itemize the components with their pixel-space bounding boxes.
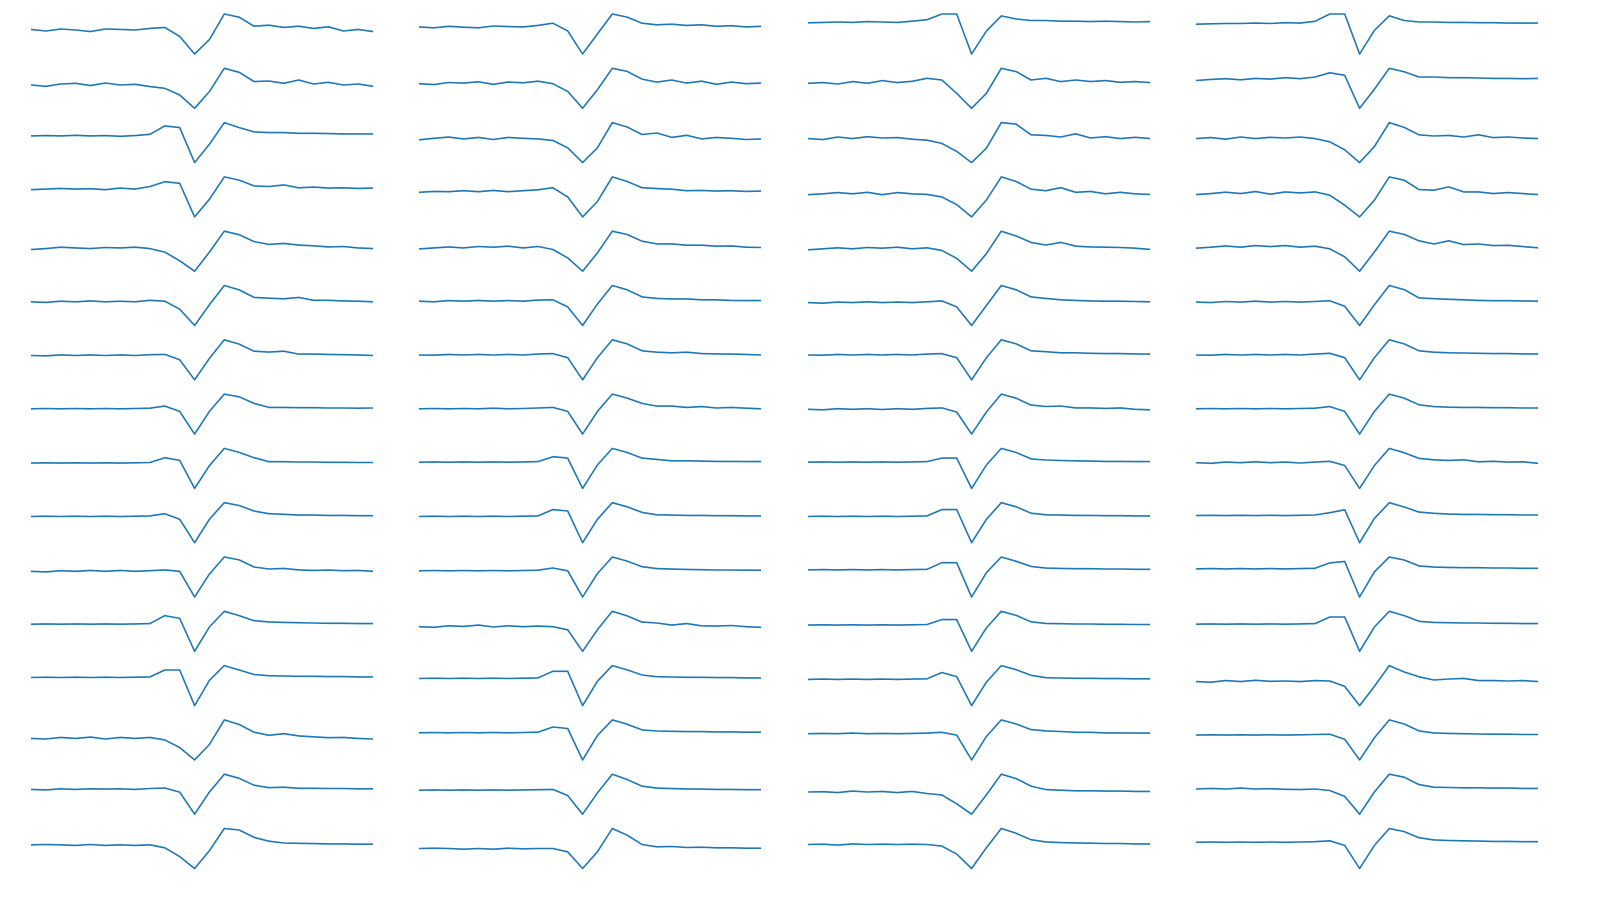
waveform <box>418 13 762 55</box>
waveform <box>1195 284 1539 327</box>
waveform <box>30 447 373 490</box>
waveform <box>1195 338 1538 381</box>
waveform <box>30 121 373 164</box>
waveform <box>418 447 761 490</box>
waveform <box>807 447 1150 490</box>
waveform <box>418 556 761 598</box>
waveform <box>418 67 762 110</box>
waveform <box>418 773 761 816</box>
waveform <box>30 719 374 761</box>
waveform <box>30 284 374 327</box>
waveform <box>807 284 1151 327</box>
waveform <box>807 664 1150 707</box>
waveform <box>1195 664 1539 707</box>
waveform <box>807 13 1151 55</box>
waveform <box>807 827 1150 870</box>
waveform <box>418 176 762 218</box>
waveform <box>30 556 374 598</box>
waveform <box>807 338 1151 381</box>
waveform <box>807 176 1151 218</box>
waveform <box>418 719 761 761</box>
waveform <box>807 121 1151 164</box>
waveform <box>807 393 1151 435</box>
waveform <box>807 67 1151 110</box>
waveform <box>30 501 373 544</box>
waveform <box>807 773 1150 816</box>
waveform <box>30 610 373 653</box>
waveform <box>1195 719 1538 761</box>
waveform <box>418 230 762 273</box>
waveform <box>418 393 762 435</box>
waveform <box>1195 501 1538 544</box>
waveform <box>30 338 374 381</box>
waveform <box>30 176 374 218</box>
waveform <box>30 664 373 707</box>
waveform <box>418 664 761 707</box>
waveform <box>807 719 1150 761</box>
waveform <box>418 121 762 164</box>
waveform <box>30 13 374 55</box>
waveform <box>1195 610 1538 653</box>
waveform <box>807 501 1150 544</box>
waveform <box>1195 773 1538 816</box>
waveform <box>418 610 762 653</box>
waveform <box>1195 393 1538 435</box>
waveform <box>30 230 374 273</box>
waveform <box>807 230 1151 273</box>
waveform <box>1195 13 1538 55</box>
waveform <box>418 827 761 870</box>
waveform <box>1195 67 1539 110</box>
waveform <box>1195 827 1538 870</box>
waveform <box>807 556 1150 598</box>
waveform <box>418 501 761 544</box>
waveform <box>1195 447 1539 490</box>
waveform <box>30 827 373 870</box>
waveform <box>418 284 761 327</box>
waveform <box>1195 121 1539 164</box>
waveform <box>807 610 1150 653</box>
waveform <box>418 338 762 381</box>
waveform <box>30 773 373 816</box>
waveform <box>30 67 374 110</box>
waveform <box>1195 556 1538 598</box>
waveform <box>1195 176 1539 218</box>
waveform <box>30 393 374 435</box>
waveform <box>1195 230 1539 273</box>
